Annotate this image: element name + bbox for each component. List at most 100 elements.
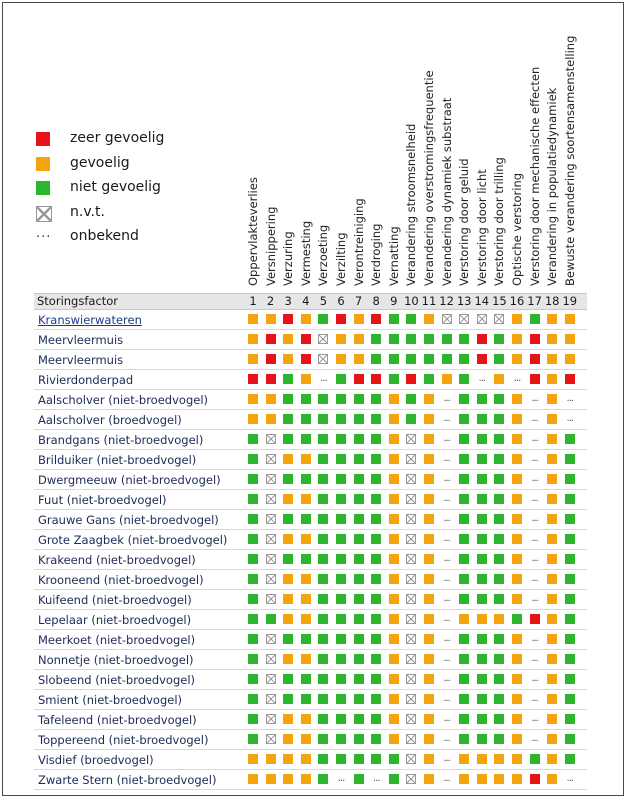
cell-niet-gevoelig <box>459 634 470 644</box>
cell-niet-gevoelig <box>300 634 311 644</box>
cell-gevoelig <box>512 674 522 684</box>
table-row: Kuifeend (niet-broedvogel)...... <box>34 590 587 610</box>
cell-onbekend: ... <box>478 373 487 384</box>
cell-niet-gevoelig <box>494 394 505 404</box>
cell-onbekend: ... <box>531 513 539 524</box>
cell-niet-gevoelig <box>564 554 575 564</box>
cell-nvt <box>265 474 276 484</box>
cell-niet-gevoelig <box>459 394 470 404</box>
table-row: Slobeend (niet-broedvogel)...... <box>34 670 587 690</box>
cell-gevoelig <box>424 434 434 444</box>
cell-niet-gevoelig <box>248 594 258 604</box>
cell-niet-gevoelig <box>564 574 575 584</box>
cell-niet-gevoelig <box>494 354 505 364</box>
cell-nvt <box>406 474 417 484</box>
cell-gevoelig <box>547 774 558 784</box>
cell-zeer-gevoelig <box>265 354 276 364</box>
cell-gevoelig <box>283 614 294 624</box>
cell-niet-gevoelig <box>564 654 575 664</box>
cell-niet-gevoelig <box>283 414 294 424</box>
cell-gevoelig <box>424 394 434 404</box>
cell-gevoelig <box>547 714 558 724</box>
cell-gevoelig <box>512 354 522 364</box>
cell-niet-gevoelig <box>494 594 505 604</box>
cell-niet-gevoelig <box>318 514 329 524</box>
column-headers: Oppervlakteverlies Versnippering Verzuring… <box>0 0 628 290</box>
legend-label: niet gevoelig <box>70 179 161 195</box>
cell-onbekend: ... <box>372 773 381 784</box>
cell-niet-gevoelig <box>265 614 276 624</box>
column-header-13: Verstoring door geluid <box>457 158 472 286</box>
cell-niet-gevoelig <box>494 474 505 484</box>
cell-niet-gevoelig <box>353 734 364 744</box>
cell-niet-gevoelig <box>494 654 505 664</box>
cell-niet-gevoelig <box>371 674 382 684</box>
cell-gevoelig <box>512 754 522 764</box>
cell-niet-gevoelig <box>336 574 346 584</box>
cell-gevoelig <box>476 774 487 784</box>
column-number-5: 5 <box>319 294 328 308</box>
cell-zeer-gevoelig <box>336 314 346 324</box>
cell-niet-gevoelig <box>459 574 470 584</box>
column-number-1: 1 <box>249 294 257 308</box>
cell-nvt <box>265 714 276 724</box>
cell-gevoelig <box>388 714 399 724</box>
cell-gevoelig <box>476 614 487 624</box>
cell-onbekend: ... <box>531 633 539 644</box>
cell-niet-gevoelig <box>300 674 311 684</box>
cell-niet-gevoelig <box>371 714 382 724</box>
cell-onbekend: ... <box>443 433 451 444</box>
cell-gevoelig <box>424 474 434 484</box>
column-header-14: Verstoring door licht <box>474 169 489 286</box>
cell-nvt <box>406 694 417 704</box>
cell-gevoelig <box>353 334 364 344</box>
cell-niet-gevoelig <box>283 634 294 644</box>
cell-niet-gevoelig <box>371 634 382 644</box>
table-row: Smient (niet-broedvogel)...... <box>34 690 587 710</box>
cell-gevoelig <box>424 714 434 724</box>
cell-gevoelig <box>265 754 276 764</box>
table-row: Krakeend (niet-broedvogel)...... <box>34 550 587 570</box>
cell-niet-gevoelig <box>300 694 311 704</box>
cell-gevoelig <box>388 614 399 624</box>
cell-gevoelig <box>336 334 346 344</box>
table-header: Storingsfactor 1 2 3 4 5 6 7 8 9 10 11 12 13 14 15 16 17… <box>34 293 587 310</box>
cell-niet-gevoelig <box>336 514 346 524</box>
row-label: Meervleermuis <box>38 353 124 367</box>
column-number-14: 14 <box>474 294 490 308</box>
cell-niet-gevoelig <box>371 654 382 664</box>
cell-niet-gevoelig <box>248 674 258 684</box>
cell-gevoelig <box>248 334 258 344</box>
cell-niet-gevoelig <box>371 494 382 504</box>
cell-onbekend: ... <box>531 593 539 604</box>
cell-niet-gevoelig <box>248 574 258 584</box>
row-label-link[interactable]: Kranswierwateren <box>38 313 142 327</box>
cell-niet-gevoelig <box>388 774 399 784</box>
cell-nvt <box>406 594 417 604</box>
cell-onbekend: ... <box>443 513 451 524</box>
cell-gevoelig <box>512 394 522 404</box>
table-row: Meervleermuis <box>34 330 587 350</box>
cell-nvt <box>265 654 276 664</box>
cell-niet-gevoelig <box>248 634 258 644</box>
cell-niet-gevoelig <box>476 394 487 404</box>
cell-gevoelig <box>512 554 522 564</box>
cell-niet-gevoelig <box>371 614 382 624</box>
cell-gevoelig <box>424 734 434 744</box>
cell-zeer-gevoelig <box>371 314 382 324</box>
cell-zeer-gevoelig <box>476 354 487 364</box>
cell-niet-gevoelig <box>300 414 311 424</box>
cell-niet-gevoelig <box>494 534 505 544</box>
cell-niet-gevoelig <box>371 474 382 484</box>
cell-nvt <box>265 454 276 464</box>
cell-nvt <box>459 314 470 324</box>
cell-niet-gevoelig <box>371 394 382 404</box>
cell-niet-gevoelig <box>476 414 487 424</box>
cell-gevoelig <box>512 474 522 484</box>
cell-onbekend: ... <box>443 713 451 724</box>
cell-gevoelig <box>459 774 470 784</box>
cell-gevoelig <box>512 454 522 464</box>
table-row: Grote Zaagbek (niet-broedvogel)...... <box>34 530 587 550</box>
cell-niet-gevoelig <box>248 474 258 484</box>
cell-gevoelig <box>300 734 311 744</box>
